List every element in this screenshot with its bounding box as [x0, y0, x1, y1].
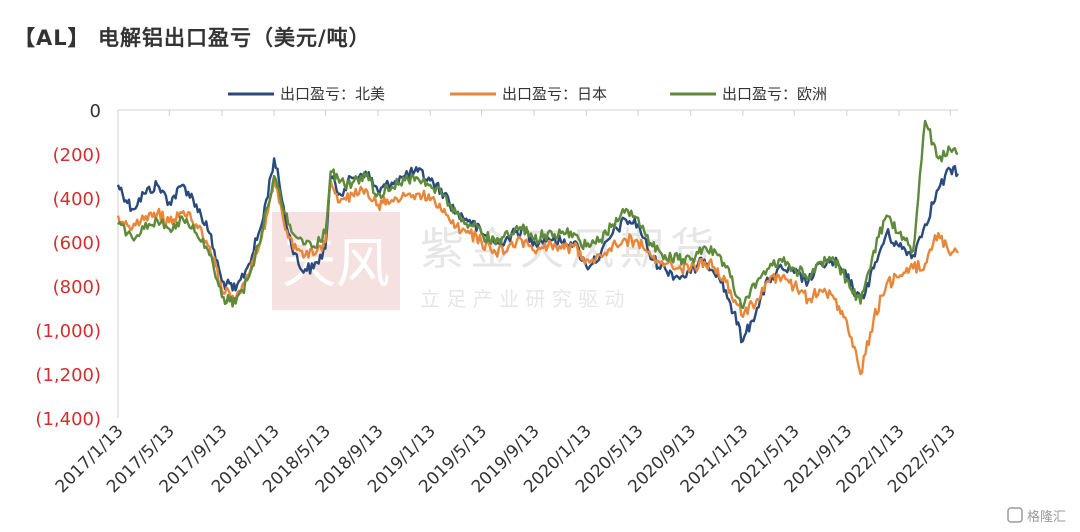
legend-label-3: 出口盈亏：欧洲	[722, 85, 827, 103]
y-tick-label: (600)	[53, 233, 101, 254]
legend: 出口盈亏：北美 出口盈亏：日本 出口盈亏：欧洲	[228, 85, 827, 103]
series-line-3	[117, 119, 959, 310]
y-tick-label: (1,200)	[35, 365, 101, 386]
series-line-2	[116, 179, 959, 376]
y-ticks: 0 (200) (400) (600) (800) (1,000) (1,200) (1,40…	[35, 101, 101, 430]
source-badge-icon	[1007, 507, 1023, 523]
y-tick-label: (400)	[53, 189, 101, 210]
watermark-logo-box	[272, 212, 400, 310]
watermark-sub: 立 足 产 业 研 究 驱 动	[420, 287, 625, 311]
chart-title: 【AL】 电解铝出口盈亏（美元/吨）	[14, 26, 371, 50]
watermark: 天风 紫金天风期货 立 足 产 业 研 究 驱 动	[272, 212, 714, 311]
legend-label-1: 出口盈亏：北美	[280, 85, 385, 103]
y-tick-label: (200)	[53, 145, 101, 166]
source-badge-label: 格隆汇	[1027, 509, 1066, 525]
legend-label-2: 出口盈亏：日本	[502, 85, 607, 103]
y-tick-label: 0	[90, 101, 101, 122]
series-layer	[116, 119, 959, 376]
watermark-logo-text: 天风	[282, 232, 390, 295]
y-tick-label: (800)	[53, 277, 101, 298]
source-badge: 格隆汇	[1007, 507, 1066, 525]
y-tick-label: (1,000)	[35, 321, 101, 342]
y-tick-label: (1,400)	[35, 409, 101, 430]
